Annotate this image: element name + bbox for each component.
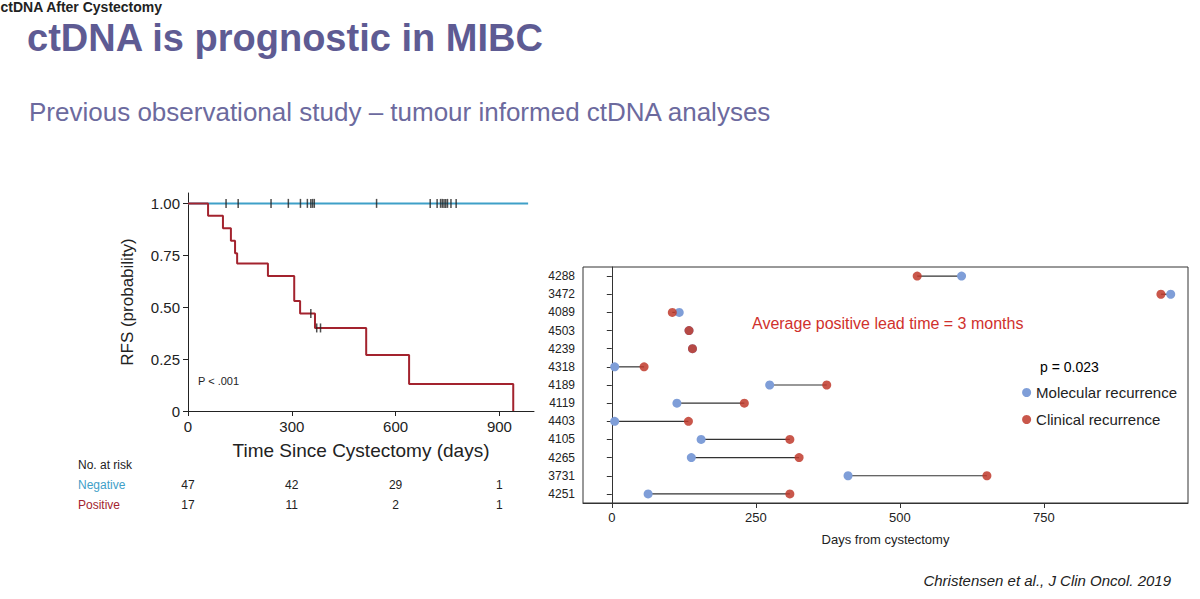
svg-text:29: 29	[389, 478, 403, 492]
svg-text:750: 750	[1033, 510, 1055, 525]
svg-text:Molecular recurrence: Molecular recurrence	[1036, 384, 1177, 401]
svg-text:0: 0	[184, 418, 192, 435]
svg-text:4503: 4503	[548, 324, 575, 338]
svg-text:1.00: 1.00	[151, 195, 180, 212]
svg-text:ctDNA is prognostic in MIBC: ctDNA is prognostic in MIBC	[27, 17, 543, 59]
svg-text:4189: 4189	[548, 378, 575, 392]
svg-text:47: 47	[181, 478, 195, 492]
svg-text:4239: 4239	[548, 342, 575, 356]
svg-text:No. at risk: No. at risk	[78, 458, 133, 472]
svg-text:900: 900	[487, 418, 512, 435]
svg-text:0: 0	[608, 510, 615, 525]
svg-text:42: 42	[285, 478, 299, 492]
svg-text:Average positive lead time = 3: Average positive lead time = 3 months	[752, 315, 1023, 332]
svg-text:4105: 4105	[548, 432, 575, 446]
svg-text:4119: 4119	[549, 396, 575, 410]
svg-text:0: 0	[172, 403, 180, 420]
svg-text:300: 300	[279, 418, 304, 435]
svg-text:4318: 4318	[548, 360, 575, 374]
svg-text:4251: 4251	[548, 487, 575, 501]
svg-text:Time Since Cystectomy (days): Time Since Cystectomy (days)	[233, 440, 490, 461]
svg-text:Negative: Negative	[78, 478, 126, 492]
svg-text:0.75: 0.75	[151, 247, 180, 264]
svg-text:Positive: Positive	[78, 498, 120, 512]
svg-text:Days from cystectomy: Days from cystectomy	[822, 532, 950, 547]
svg-text:1: 1	[496, 478, 503, 492]
svg-text:Previous observational study –: Previous observational study – tumour in…	[29, 97, 770, 127]
svg-text:Christensen et al., J Clin Onc: Christensen et al., J Clin Oncol. 2019	[923, 572, 1171, 589]
svg-text:0.25: 0.25	[151, 351, 180, 368]
svg-text:3472: 3472	[548, 287, 575, 301]
svg-text:17: 17	[181, 498, 195, 512]
svg-text:4265: 4265	[548, 451, 575, 465]
svg-text:2: 2	[392, 498, 399, 512]
svg-text:4288: 4288	[548, 269, 575, 283]
svg-text:P < .001: P < .001	[198, 375, 239, 387]
svg-text:4089: 4089	[548, 305, 575, 319]
svg-text:3731: 3731	[548, 469, 575, 483]
svg-text:0.50: 0.50	[151, 299, 180, 316]
svg-text:4403: 4403	[548, 414, 575, 428]
svg-text:Clinical recurrence: Clinical recurrence	[1036, 411, 1160, 428]
svg-text:500: 500	[889, 510, 911, 525]
svg-text:250: 250	[745, 510, 767, 525]
svg-text:11: 11	[286, 498, 299, 512]
svg-text:p = 0.023: p = 0.023	[1040, 359, 1099, 375]
svg-text:1: 1	[496, 498, 503, 512]
svg-text:ctDNA After Cystectomy: ctDNA After Cystectomy	[1, 0, 163, 15]
svg-text:RFS (probability): RFS (probability)	[118, 238, 137, 366]
svg-text:600: 600	[383, 418, 408, 435]
